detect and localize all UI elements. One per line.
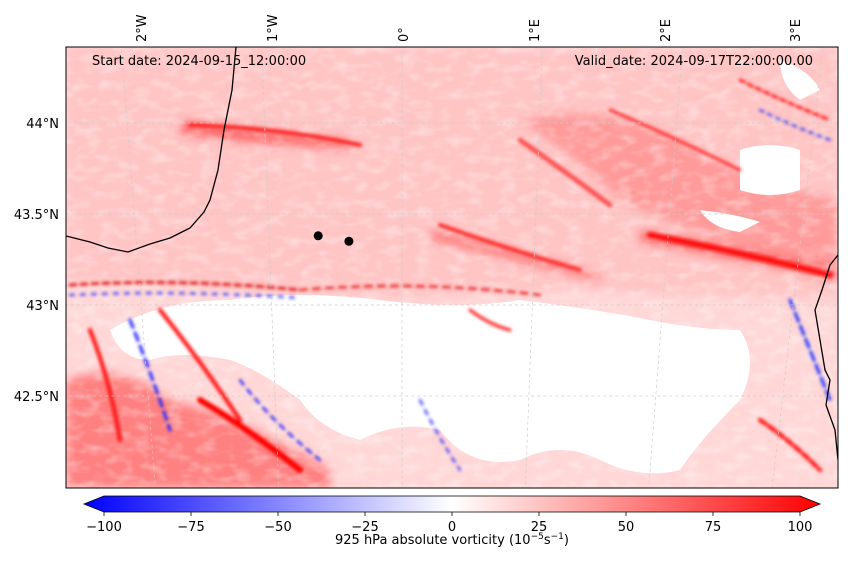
lat-tick-label: 42.5°N	[14, 390, 59, 405]
colorbar-tick-labels: −100 −75 −50 −25 0 25 50 75 100	[86, 512, 812, 535]
colorbar: −100 −75 −50 −25 0 25 50 75 100 925 hPa absolute…	[82, 495, 822, 548]
colorbar-tick-label: 100	[788, 520, 813, 535]
map-frame	[65, 46, 839, 489]
vorticity-field	[66, 47, 838, 488]
colorbar-bar	[82, 495, 822, 513]
lon-tick-label: 1°W	[266, 14, 281, 42]
longitude-tick-labels: 2°W 1°W 0° 1°E 2°E 3°E	[135, 14, 804, 42]
location-point	[344, 236, 354, 246]
lon-tick-label: 2°W	[135, 14, 150, 42]
colorbar-tick-label: 0	[448, 520, 456, 535]
latitude-tick-labels: 44°N 43.5°N 43°N 42.5°N	[14, 117, 59, 405]
lon-tick-label: 0°	[397, 27, 412, 42]
colorbar-tick-label: −100	[86, 520, 122, 535]
lon-tick-label: 2°E	[659, 19, 674, 42]
colorbar-tick-label: −25	[351, 520, 378, 535]
colorbar-title: 925 hPa absolute vorticity (10−5s−1)	[335, 532, 569, 548]
start-date-label: Start date: 2024-09-15_12:00:00	[92, 54, 306, 69]
location-point	[313, 231, 323, 241]
colorbar-tick-label: 25	[531, 520, 548, 535]
colorbar-tick-label: −50	[264, 520, 291, 535]
lat-tick-label: 44°N	[26, 117, 59, 132]
lon-tick-label: 3°E	[789, 19, 804, 42]
lat-tick-label: 43.5°N	[14, 208, 59, 223]
location-markers	[313, 231, 354, 246]
colorbar-tick-label: 75	[705, 520, 722, 535]
valid-date-label: Valid_date: 2024-09-17T22:00:00.00	[575, 54, 813, 69]
lon-tick-label: 1°E	[528, 19, 543, 42]
colorbar-tick-label: −75	[177, 520, 204, 535]
coastline-west	[66, 47, 237, 253]
graticule	[66, 47, 838, 488]
lat-tick-label: 43°N	[26, 299, 59, 314]
colorbar-tick-label: 50	[618, 520, 635, 535]
coastline-east	[814, 254, 838, 461]
